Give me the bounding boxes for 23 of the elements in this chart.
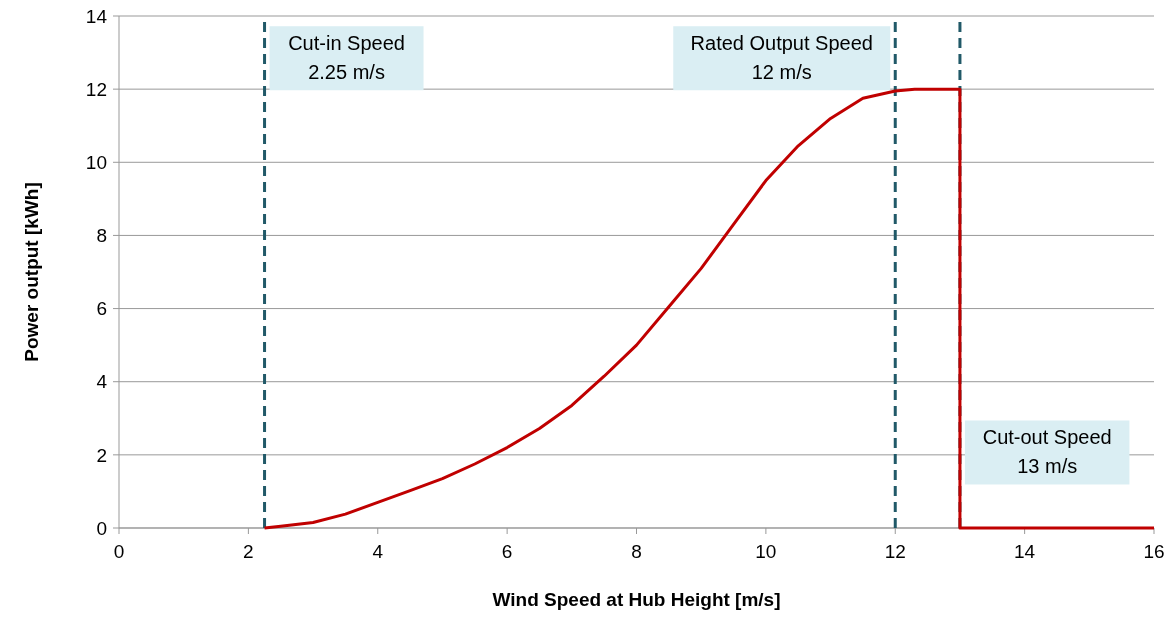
y-axis-title: Power output [kWh] xyxy=(21,182,42,362)
y-tick-label: 14 xyxy=(85,5,108,27)
line-series xyxy=(263,87,1156,530)
x-tick-label: 10 xyxy=(755,541,777,562)
y-tick-label: 10 xyxy=(85,151,107,173)
y-tick-label: 0 xyxy=(96,517,107,539)
x-tick-label: 16 xyxy=(1143,541,1165,562)
x-tick-label: 4 xyxy=(372,541,384,562)
x-axis-title: Wind Speed at Hub Height [m/s] xyxy=(492,589,781,610)
x-tick-label: 6 xyxy=(501,541,513,562)
y-tick-label: 4 xyxy=(96,371,108,393)
x-tick-label: 2 xyxy=(243,541,254,562)
x-tick-label: 8 xyxy=(631,541,642,562)
x-tick-label: 12 xyxy=(884,541,906,562)
y-tick-label: 8 xyxy=(96,225,107,247)
y-tick-label: 12 xyxy=(85,78,107,100)
x-tick-label: 0 xyxy=(113,541,125,562)
ref-line-label: Rated Output Speed 12 m/s xyxy=(690,32,873,84)
ref-line-label: Cut-out Speed 13 m/s xyxy=(982,426,1112,478)
x-tick-label: 14 xyxy=(1014,541,1036,562)
y-tick-label: 2 xyxy=(96,444,107,466)
y-tick-label: 6 xyxy=(96,298,107,320)
ref-line-label: Cut-in Speed 2.25 m/s xyxy=(288,32,405,84)
